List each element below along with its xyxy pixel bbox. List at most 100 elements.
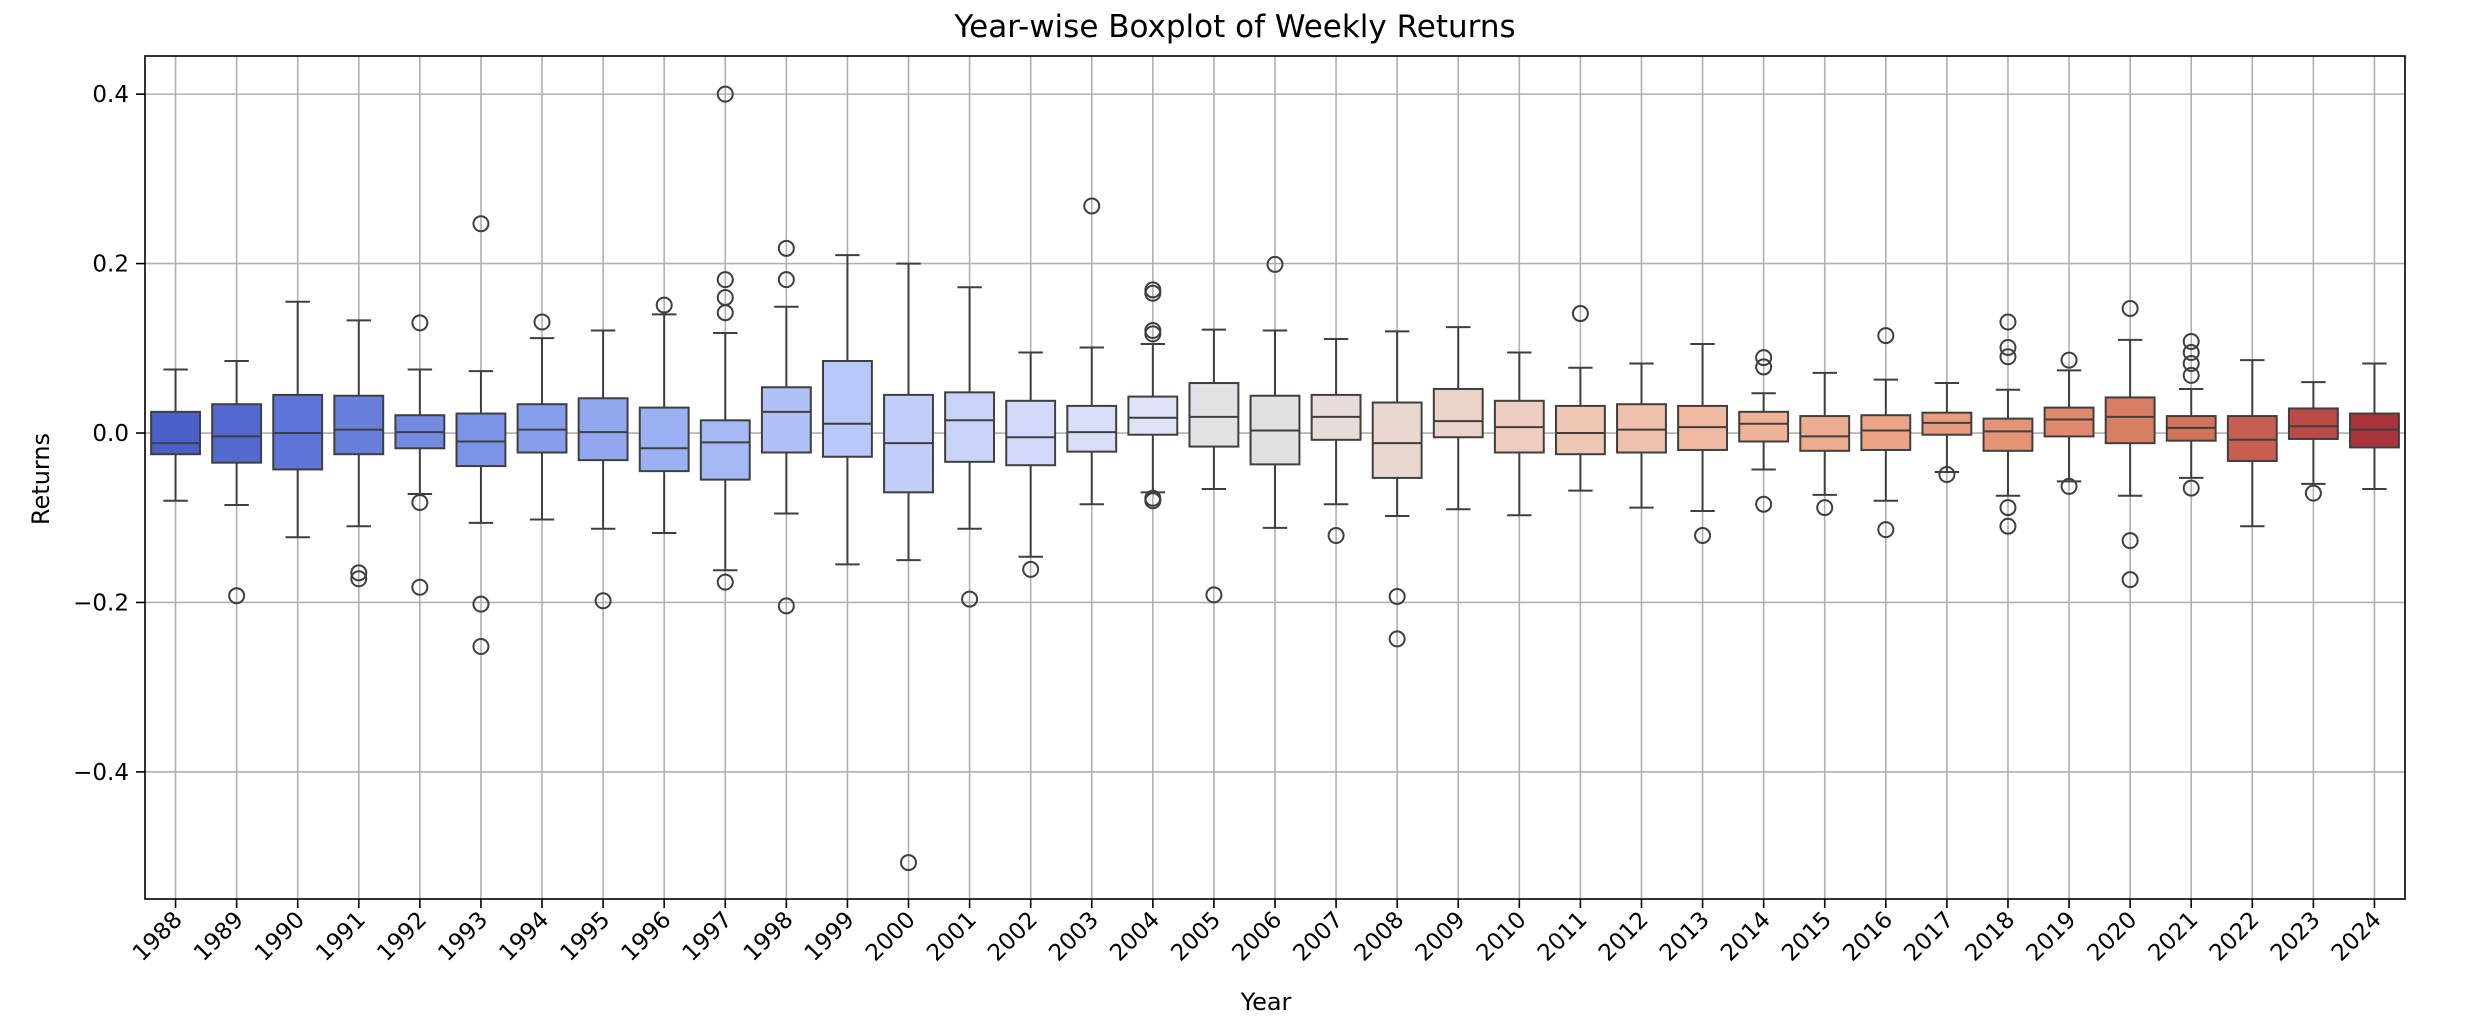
box-1998	[760, 239, 812, 615]
box-1991	[333, 319, 385, 588]
box-2001	[944, 286, 996, 608]
box-body	[1860, 414, 1912, 451]
box-body	[1005, 399, 1057, 467]
outlier-point	[2182, 333, 2200, 351]
x-tick-label: 1993	[433, 907, 493, 967]
x-tick-label: 2008	[1350, 907, 1410, 967]
box-2003	[1066, 197, 1118, 506]
x-tick-label: 1990	[250, 907, 310, 967]
outlier-point	[411, 578, 429, 596]
x-tick-label: 2020	[2083, 907, 2143, 967]
x-tick-label: 2023	[2266, 907, 2326, 967]
outlier-point	[1694, 527, 1712, 545]
outlier-point	[1022, 560, 1040, 578]
x-tick-label: 2011	[1533, 907, 1593, 967]
box-1997	[699, 85, 751, 591]
outlier-point	[1144, 284, 1162, 302]
x-tick-label: 1997	[678, 907, 738, 967]
outlier-point	[2060, 351, 2078, 369]
box-2014	[1738, 349, 1790, 513]
box-body	[1554, 404, 1606, 456]
box-2004	[1127, 281, 1179, 510]
outlier-point	[2121, 532, 2139, 550]
outlier-point	[1877, 327, 1895, 345]
outlier-point	[594, 592, 612, 610]
chart-title: Year-wise Boxplot of Weekly Returns	[953, 9, 1515, 45]
y-tick-label: 0.4	[92, 82, 129, 108]
outlier-point	[777, 271, 795, 289]
outlier-point	[961, 590, 979, 608]
x-tick-label: 2019	[2022, 907, 2082, 967]
box-body	[760, 386, 812, 454]
box-2008	[1371, 330, 1423, 648]
x-tick-label: 1994	[494, 907, 554, 967]
x-tick-label: 1999	[800, 907, 860, 967]
outlier-point	[472, 215, 490, 233]
x-tick-label: 1998	[739, 907, 799, 967]
box-2015	[1799, 371, 1851, 517]
box-body	[1432, 387, 1484, 439]
outlier-point	[777, 239, 795, 257]
box-2000	[883, 262, 934, 872]
box-1989	[211, 360, 263, 605]
outlier-point	[1388, 630, 1406, 648]
outlier-point	[2182, 355, 2200, 373]
x-tick-label: 2016	[1838, 907, 1898, 967]
box-body	[2287, 407, 2339, 440]
outlier-point	[1999, 313, 2017, 331]
box-body	[1127, 395, 1179, 436]
x-tick-label: 1989	[189, 907, 249, 967]
outlier-point	[533, 313, 551, 331]
box-2024	[2349, 362, 2400, 490]
y-tick-label: 0.2	[92, 252, 129, 278]
x-tick-label: 2009	[1411, 907, 1471, 967]
box-body	[1066, 404, 1118, 453]
outlier-point	[2182, 366, 2200, 384]
outlier-point	[228, 587, 246, 605]
x-tick-label: 2021	[2144, 907, 2204, 967]
box-2018	[1982, 313, 2034, 535]
x-tick-label: 1995	[556, 907, 616, 967]
outlier-point	[1816, 499, 1834, 517]
outlier-point	[1755, 495, 1773, 513]
box-body	[2104, 396, 2156, 445]
box-2009	[1432, 326, 1484, 511]
box-1995	[577, 329, 629, 610]
outlier-point	[2060, 477, 2078, 495]
y-axis: −0.4 −0.2 0.0 0.2 0.4	[73, 82, 145, 786]
x-tick-label: 2002	[983, 907, 1043, 967]
box-2002	[1005, 351, 1057, 578]
outlier-point	[472, 638, 490, 656]
outlier-point	[1266, 255, 1284, 273]
outlier-point	[1205, 586, 1223, 604]
box-body	[1982, 417, 2034, 452]
x-tick-label: 1996	[617, 907, 677, 967]
box-1992	[394, 314, 446, 596]
x-tick-label: 2013	[1655, 907, 1715, 967]
outlier-point	[1938, 466, 1956, 484]
box-body	[944, 391, 996, 463]
box-body	[211, 403, 263, 464]
x-tick-label: 2022	[2205, 907, 2265, 967]
outlier-point	[716, 304, 734, 322]
x-tick-label: 2003	[1044, 907, 1104, 967]
box-2011	[1554, 305, 1606, 492]
box-2023	[2287, 381, 2339, 502]
x-tick-label: 2024	[2327, 907, 2387, 967]
outlier-point	[1999, 348, 2017, 366]
outlier-point	[1999, 499, 2017, 517]
box-body	[1738, 410, 1790, 443]
y-axis-label: Returns	[27, 433, 55, 525]
x-tick-label: 2007	[1289, 907, 1349, 967]
outlier-point	[1999, 338, 2017, 356]
outlier-point	[1877, 521, 1895, 539]
x-tick-label: 2000	[861, 907, 921, 967]
box-1993	[455, 215, 507, 656]
box-body	[577, 397, 629, 462]
outlier-point	[716, 85, 734, 103]
outlier-point	[900, 854, 918, 872]
outlier-point	[1755, 349, 1773, 367]
y-tick-label: −0.4	[73, 760, 129, 786]
outlier-point	[716, 573, 734, 591]
